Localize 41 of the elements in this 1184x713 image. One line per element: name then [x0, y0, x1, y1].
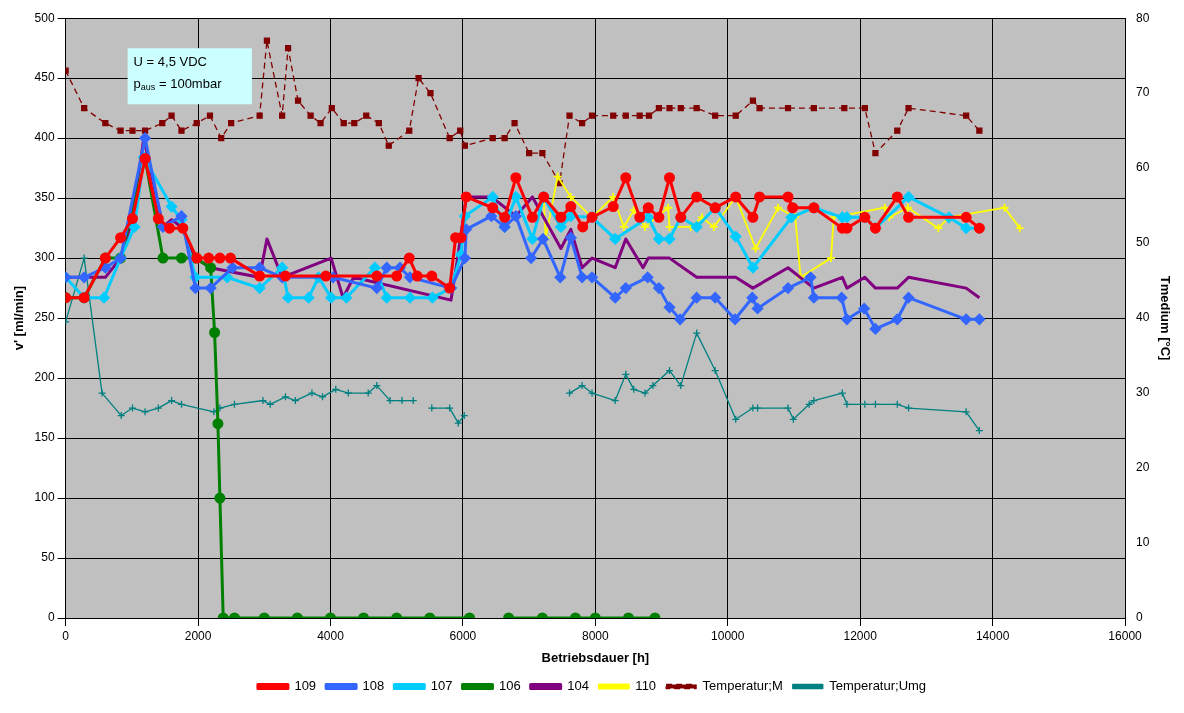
y2-tick-label: 60	[1136, 160, 1150, 175]
y-tick-label: 350	[34, 190, 55, 205]
y-tick-label: 100	[34, 490, 55, 505]
x-tick-label: 16000	[1108, 628, 1143, 643]
y2-tick-label: 10	[1136, 535, 1150, 550]
x-tick-label: 6000	[449, 628, 477, 643]
y-tick-label: 250	[34, 310, 55, 325]
y-tick-label: 500	[34, 10, 55, 25]
y2-tick-label: 0	[1136, 610, 1144, 625]
legend-label: 104	[567, 678, 589, 694]
y-tick-label: 50	[41, 550, 55, 565]
legend-label: Temperatur;Umg	[829, 678, 927, 694]
y2-tick-label: 80	[1136, 10, 1150, 25]
legend-label: 108	[362, 678, 385, 694]
x-tick-label: 2000	[184, 628, 212, 643]
y-axis-title: v' [ml/min]	[11, 285, 27, 351]
y2-tick-label: 50	[1136, 235, 1150, 250]
legend-label: Temperatur;M	[702, 678, 783, 694]
y-tick-label: 400	[34, 130, 55, 145]
y2-tick-label: 30	[1136, 385, 1150, 400]
legend-label: 109	[294, 678, 317, 694]
y2-axis-title: Tmedium [°C]	[1157, 275, 1173, 361]
x-axis-title: Betriebsdauer [h]	[541, 649, 650, 665]
annotation: U = 4,5 VDC	[133, 53, 207, 69]
legend-label: 106	[498, 678, 521, 694]
legend-label: 107	[430, 678, 453, 694]
y-tick-label: 0	[47, 610, 55, 625]
x-tick-label: 14000	[975, 628, 1010, 643]
y2-tick-label: 20	[1136, 460, 1150, 475]
y-tick-label: 150	[34, 430, 55, 445]
x-tick-label: 4000	[317, 628, 345, 643]
y-tick-label: 200	[34, 370, 55, 385]
x-tick-label: 8000	[581, 628, 610, 643]
x-tick-label: 12000	[843, 628, 878, 643]
y2-tick-label: 70	[1136, 85, 1150, 100]
legend-label: 110	[635, 678, 657, 694]
y2-tick-label: 40	[1136, 310, 1150, 325]
y-tick-label: 450	[34, 70, 55, 85]
x-tick-label: 10000	[711, 628, 745, 643]
x-tick-label: 0	[62, 628, 70, 643]
y-tick-label: 300	[34, 250, 55, 265]
